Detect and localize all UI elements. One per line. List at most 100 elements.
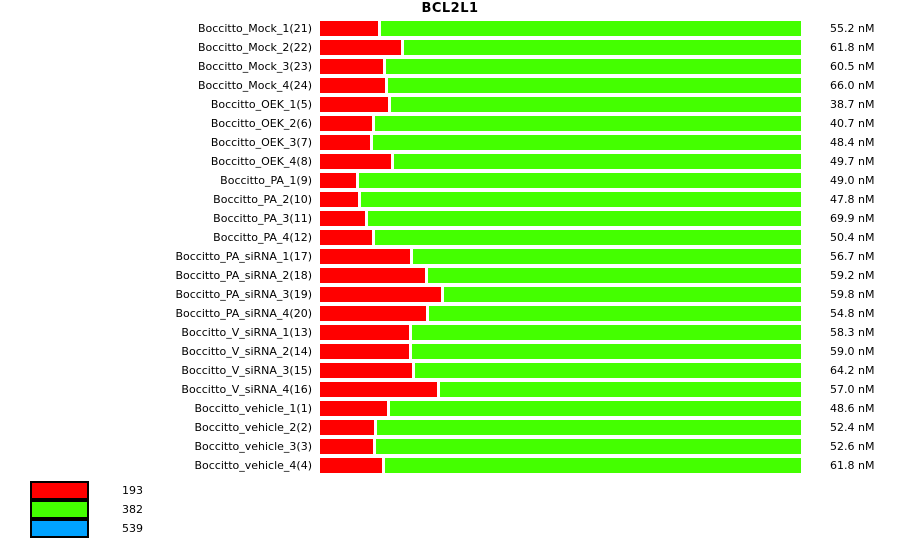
- table-row: Boccitto_PA_siRNA_1(17) 56.7 nM: [0, 247, 874, 266]
- bar-green-segment: [359, 173, 801, 188]
- chart-title: BCL2L1: [421, 1, 479, 16]
- row-value: 59.2 nM: [830, 269, 875, 282]
- row-label: Boccitto_vehicle_1(1): [194, 402, 312, 415]
- table-row: Boccitto_OEK_3(7) 48.4 nM: [0, 133, 874, 152]
- bar-red-segment: [320, 230, 372, 245]
- row-value: 66.0 nM: [830, 79, 875, 92]
- bar-red-segment: [320, 382, 437, 397]
- bar-red-segment: [320, 59, 383, 74]
- bar-red-segment: [320, 287, 441, 302]
- chart-rows: Boccitto_Mock_1(21) 55.2 nM Boccitto_Mock_…: [0, 19, 874, 475]
- bar-red-segment: [320, 363, 412, 378]
- row-value: 64.2 nM: [830, 364, 875, 377]
- table-row: Boccitto_V_siRNA_4(16) 57.0 nM: [0, 380, 874, 399]
- bar-green-segment: [391, 97, 801, 112]
- table-row: Boccitto_PA_2(10) 47.8 nM: [0, 190, 874, 209]
- row-label: Boccitto_PA_siRNA_4(20): [175, 307, 312, 320]
- bar-green-segment: [373, 135, 801, 150]
- row-value: 69.9 nM: [830, 212, 875, 225]
- table-row: Boccitto_Mock_3(23) 60.5 nM: [0, 57, 874, 76]
- bar-green-segment: [361, 192, 801, 207]
- bar-red-segment: [320, 401, 387, 416]
- bar-green-segment: [381, 21, 801, 36]
- bar-red-segment: [320, 173, 356, 188]
- bar-track: [320, 78, 801, 93]
- row-label: Boccitto_V_siRNA_1(13): [181, 326, 312, 339]
- row-label: Boccitto_V_siRNA_4(16): [181, 383, 312, 396]
- bar-red-segment: [320, 40, 401, 55]
- bar-green-segment: [368, 211, 801, 226]
- bar-track: [320, 325, 801, 340]
- bar-track: [320, 306, 801, 321]
- row-value: 48.4 nM: [830, 136, 875, 149]
- bar-red-segment: [320, 21, 378, 36]
- legend: 193 382 539: [30, 481, 143, 538]
- bar-red-segment: [320, 192, 358, 207]
- bar-green-segment: [412, 325, 801, 340]
- row-value: 60.5 nM: [830, 60, 875, 73]
- bar-track: [320, 344, 801, 359]
- row-value: 57.0 nM: [830, 383, 875, 396]
- bar-track: [320, 420, 801, 435]
- bar-red-segment: [320, 325, 409, 340]
- row-value: 58.3 nM: [830, 326, 875, 339]
- row-label: Boccitto_Mock_2(22): [197, 41, 312, 54]
- bar-track: [320, 192, 801, 207]
- bar-track: [320, 59, 801, 74]
- bar-track: [320, 439, 801, 454]
- bar-track: [320, 363, 801, 378]
- bar-green-segment: [385, 458, 801, 473]
- row-value: 59.0 nM: [830, 345, 875, 358]
- row-value: 48.6 nM: [830, 402, 875, 415]
- bar-track: [320, 40, 801, 55]
- bar-track: [320, 287, 801, 302]
- legend-row: 193: [30, 481, 143, 500]
- table-row: Boccitto_Mock_2(22) 61.8 nM: [0, 38, 874, 57]
- table-row: Boccitto_Mock_1(21) 55.2 nM: [0, 19, 874, 38]
- row-label: Boccitto_vehicle_4(4): [194, 459, 312, 472]
- bar-green-segment: [428, 268, 801, 283]
- bar-track: [320, 458, 801, 473]
- row-label: Boccitto_PA_siRNA_3(19): [175, 288, 312, 301]
- legend-color-swatch: [30, 500, 89, 519]
- bar-track: [320, 268, 801, 283]
- legend-color-swatch: [30, 481, 89, 500]
- table-row: Boccitto_OEK_4(8) 49.7 nM: [0, 152, 874, 171]
- bar-track: [320, 249, 801, 264]
- row-label: Boccitto_vehicle_2(2): [194, 421, 312, 434]
- bar-green-segment: [375, 230, 801, 245]
- row-label: Boccitto_PA_4(12): [213, 231, 312, 244]
- row-value: 38.7 nM: [830, 98, 875, 111]
- bar-red-segment: [320, 306, 426, 321]
- bar-green-segment: [415, 363, 801, 378]
- bar-red-segment: [320, 439, 373, 454]
- table-row: Boccitto_vehicle_3(3) 52.6 nM: [0, 437, 874, 456]
- bar-green-segment: [440, 382, 801, 397]
- table-row: Boccitto_PA_3(11) 69.9 nM: [0, 209, 874, 228]
- bar-red-segment: [320, 116, 372, 131]
- bar-red-segment: [320, 420, 374, 435]
- bar-red-segment: [320, 154, 391, 169]
- table-row: Boccitto_PA_1(9) 49.0 nM: [0, 171, 874, 190]
- table-row: Boccitto_PA_siRNA_2(18) 59.2 nM: [0, 266, 874, 285]
- bar-track: [320, 116, 801, 131]
- bar-red-segment: [320, 268, 425, 283]
- bar-track: [320, 211, 801, 226]
- table-row: Boccitto_PA_4(12) 50.4 nM: [0, 228, 874, 247]
- bar-green-segment: [404, 40, 801, 55]
- bar-track: [320, 135, 801, 150]
- row-value: 59.8 nM: [830, 288, 875, 301]
- bar-track: [320, 21, 801, 36]
- row-value: 55.2 nM: [830, 22, 875, 35]
- table-row: Boccitto_V_siRNA_2(14) 59.0 nM: [0, 342, 874, 361]
- table-row: Boccitto_OEK_2(6) 40.7 nM: [0, 114, 874, 133]
- row-label: Boccitto_Mock_1(21): [197, 22, 312, 35]
- bar-track: [320, 401, 801, 416]
- row-value: 52.4 nM: [830, 421, 875, 434]
- bar-track: [320, 173, 801, 188]
- bar-red-segment: [320, 97, 388, 112]
- row-label: Boccitto_V_siRNA_2(14): [181, 345, 312, 358]
- table-row: Boccitto_PA_siRNA_3(19) 59.8 nM: [0, 285, 874, 304]
- bar-track: [320, 230, 801, 245]
